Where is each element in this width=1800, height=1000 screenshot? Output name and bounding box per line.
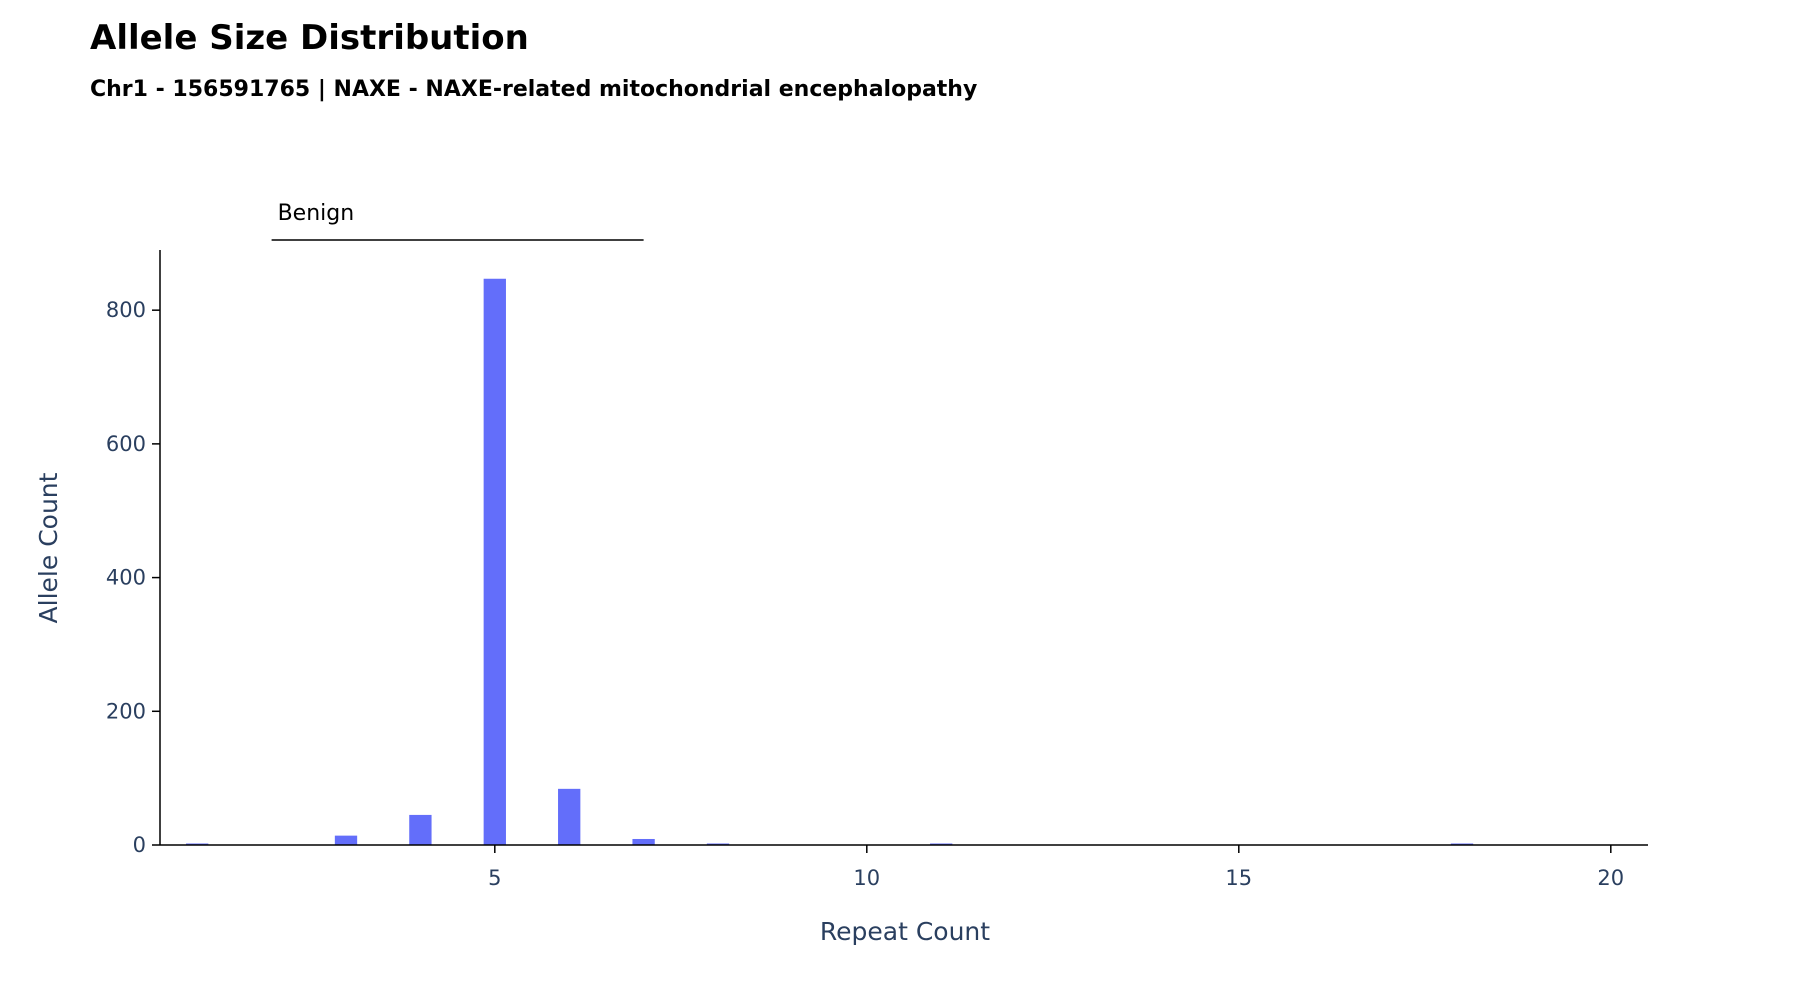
bar <box>334 835 358 845</box>
bar <box>632 838 655 845</box>
chart-title: Allele Size Distribution <box>90 18 529 58</box>
x-tick-label: 20 <box>1597 866 1624 890</box>
bar <box>558 788 581 845</box>
y-axis-title: Allele Count <box>34 472 63 623</box>
y-tick-label: 0 <box>133 833 146 857</box>
x-axis-ticks: 5 10 15 20 <box>488 845 1624 890</box>
y-tick-label: 600 <box>106 432 146 456</box>
bars-layer <box>186 278 1474 845</box>
x-tick-label: 15 <box>1225 866 1252 890</box>
y-tick-label: 200 <box>106 699 146 723</box>
y-tick-label: 800 <box>106 298 146 322</box>
x-tick-label: 5 <box>488 866 501 890</box>
x-axis-title: Repeat Count <box>820 917 990 946</box>
y-tick-label: 400 <box>106 566 146 590</box>
x-tick-label: 10 <box>853 866 880 890</box>
bar <box>409 814 432 845</box>
range-annotations: Benign <box>271 201 644 241</box>
benign-range-label: Benign <box>278 201 355 226</box>
y-axis-ticks: 0 200 400 600 800 <box>106 298 160 857</box>
chart-subtitle: Chr1 - 156591765 | NAXE - NAXE-related m… <box>90 77 977 102</box>
bar <box>483 278 506 845</box>
